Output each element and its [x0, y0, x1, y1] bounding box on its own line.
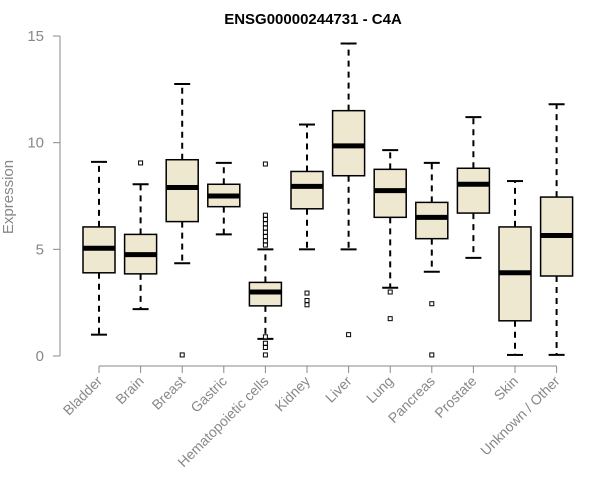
box-lung	[373, 149, 407, 322]
outlier-point	[262, 234, 268, 240]
iqr-box	[165, 158, 199, 223]
iqr-box	[331, 109, 366, 177]
box-liver	[331, 42, 366, 338]
box-kidney	[290, 123, 324, 308]
outlier-point	[262, 225, 268, 231]
box-hematopoietic-cells	[248, 161, 283, 358]
y-axis-label: Expression	[0, 160, 17, 234]
outlier-point	[262, 334, 268, 340]
boxes-group	[82, 42, 574, 358]
box-pancreas	[415, 161, 449, 358]
outlier-point	[262, 352, 268, 358]
outlier-point	[262, 216, 268, 222]
outlier-point	[262, 161, 268, 167]
box-prostate	[456, 116, 491, 259]
outlier-point	[179, 352, 185, 358]
outlier-point	[387, 316, 393, 322]
outlier-point	[262, 340, 268, 346]
outlier-point	[346, 332, 352, 338]
y-tick-label: 10	[27, 135, 44, 152]
x-tick-label: Skin	[491, 373, 522, 404]
box-breast	[165, 83, 199, 358]
y-tick-label: 5	[36, 241, 44, 258]
x-tick-label: Kidney	[272, 373, 314, 415]
iqr-box	[456, 167, 491, 214]
outlier-point	[262, 221, 268, 227]
outlier-point	[262, 229, 268, 235]
iqr-box	[415, 201, 449, 240]
x-tick-label: Liver	[322, 373, 355, 406]
outlier-point	[262, 242, 268, 248]
iqr-box	[290, 170, 324, 210]
iqr-box	[373, 168, 407, 219]
outlier-point	[429, 352, 435, 358]
outlier-point	[304, 298, 310, 304]
box-bladder	[82, 160, 116, 336]
outlier-point	[304, 302, 310, 308]
x-tick-label: Prostate	[431, 373, 479, 421]
x-tick-label: Lung	[363, 373, 396, 406]
outlier-point	[262, 212, 268, 218]
outlier-point	[262, 238, 268, 244]
y-axis: 0 5 10 15	[27, 28, 61, 365]
chart-title: ENSG00000244731 - C4A	[224, 11, 402, 28]
box-gastric	[207, 161, 241, 236]
box-brain	[123, 160, 158, 311]
box-skin	[498, 180, 532, 356]
outlier-point	[138, 160, 144, 166]
outlier-point	[262, 344, 268, 350]
outlier-point	[304, 290, 310, 296]
box-unknown-other	[539, 103, 574, 356]
x-tick-label: Breast	[148, 373, 188, 413]
x-tick-label: Unknown / Other	[477, 373, 563, 459]
y-tick-label: 15	[27, 28, 44, 45]
y-tick-label: 0	[36, 348, 44, 365]
x-tick-label: Bladder	[60, 373, 106, 419]
outlier-point	[429, 301, 435, 307]
outlier-point	[387, 289, 393, 295]
x-tick-label: Brain	[112, 373, 146, 407]
